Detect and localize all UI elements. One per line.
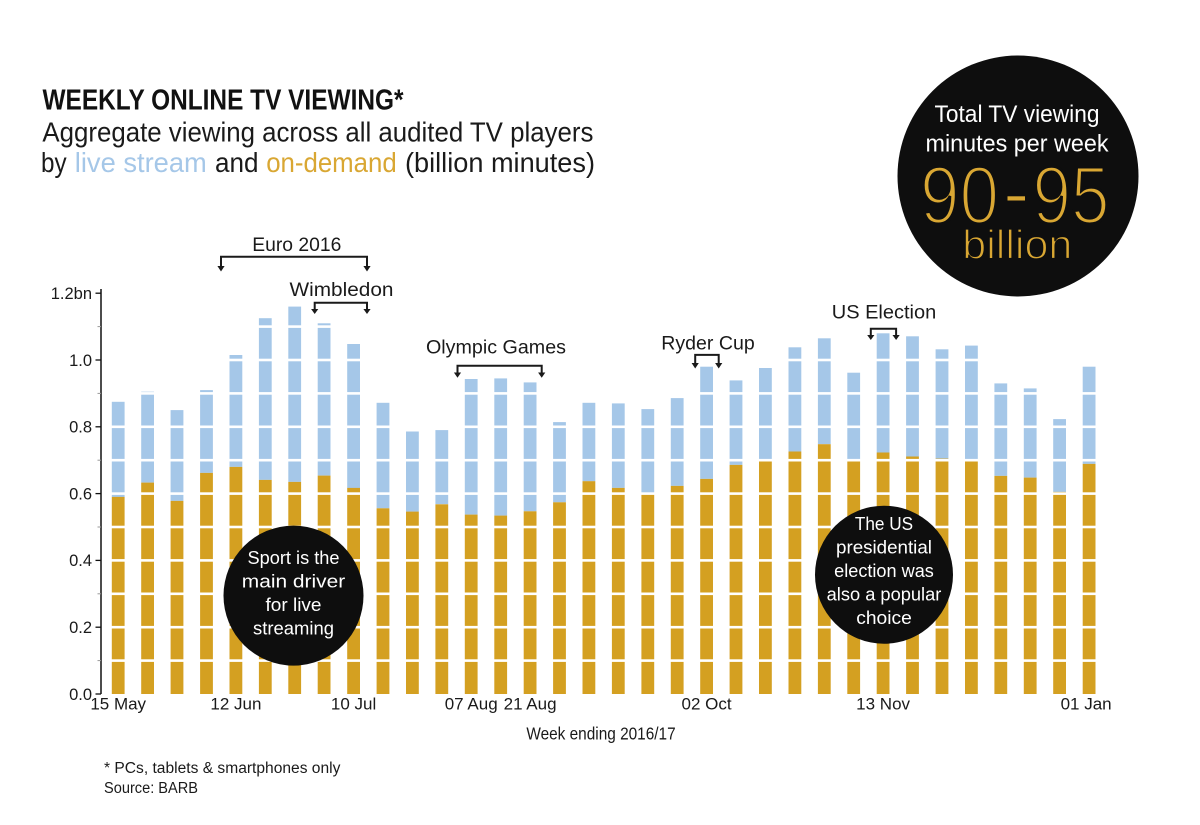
svg-text:13 Nov: 13 Nov — [856, 695, 910, 714]
svg-text:15 May: 15 May — [90, 695, 146, 714]
svg-text:on-demand: on-demand — [266, 147, 397, 178]
svg-text:1.0: 1.0 — [69, 352, 92, 370]
svg-text:Ryder Cup: Ryder Cup — [661, 333, 754, 354]
svg-text:10 Jul: 10 Jul — [331, 695, 376, 714]
svg-text:US Election: US Election — [832, 303, 937, 324]
svg-text:WEEKLY ONLINE TV VIEWING*: WEEKLY ONLINE TV VIEWING* — [43, 85, 405, 117]
svg-text:Aggregate viewing across all a: Aggregate viewing across all audited TV … — [42, 117, 593, 148]
svg-text:by: by — [41, 147, 67, 178]
svg-text:choice: choice — [856, 607, 912, 628]
svg-text:0.4: 0.4 — [69, 552, 92, 570]
svg-text:Week ending 2016/17: Week ending 2016/17 — [526, 724, 675, 744]
svg-text:minutes per week: minutes per week — [926, 131, 1110, 158]
svg-text:0.8: 0.8 — [69, 419, 92, 437]
svg-text:streaming: streaming — [253, 618, 334, 639]
svg-text:Olympic Games: Olympic Games — [426, 338, 566, 359]
svg-text:12 Jun: 12 Jun — [210, 695, 261, 714]
svg-text:0.0: 0.0 — [69, 686, 92, 704]
svg-text:main driver: main driver — [242, 571, 345, 592]
svg-text:live stream: live stream — [75, 147, 207, 178]
svg-text:01 Jan: 01 Jan — [1061, 695, 1112, 714]
svg-text:and: and — [215, 147, 259, 178]
svg-text:The US: The US — [855, 513, 913, 534]
svg-text:* PCs, tablets & smartphones o: * PCs, tablets & smartphones only — [104, 760, 341, 777]
svg-text:90: 90 — [920, 150, 999, 241]
svg-text:election was: election was — [834, 560, 934, 581]
svg-text:Euro 2016: Euro 2016 — [252, 235, 341, 256]
svg-text:billion: billion — [962, 222, 1072, 268]
svg-text:0.2: 0.2 — [69, 619, 92, 637]
svg-text:02 Oct: 02 Oct — [682, 695, 732, 714]
svg-text:(billion minutes): (billion minutes) — [405, 147, 595, 178]
svg-text:also a popular: also a popular — [827, 584, 942, 605]
svg-text:Sport is the: Sport is the — [248, 547, 340, 568]
svg-text:Wimbledon: Wimbledon — [290, 280, 394, 301]
svg-text:95: 95 — [1033, 150, 1110, 241]
svg-text:Source: BARB: Source: BARB — [104, 780, 198, 797]
svg-text:0.6: 0.6 — [69, 485, 92, 503]
svg-text:Total TV viewing: Total TV viewing — [935, 101, 1100, 128]
svg-text:07 Aug: 07 Aug — [445, 695, 498, 714]
svg-text:21 Aug: 21 Aug — [504, 695, 557, 714]
svg-text:1.2bn: 1.2bn — [51, 285, 92, 303]
svg-text:presidential: presidential — [836, 537, 932, 558]
svg-text:for live: for live — [266, 594, 322, 615]
